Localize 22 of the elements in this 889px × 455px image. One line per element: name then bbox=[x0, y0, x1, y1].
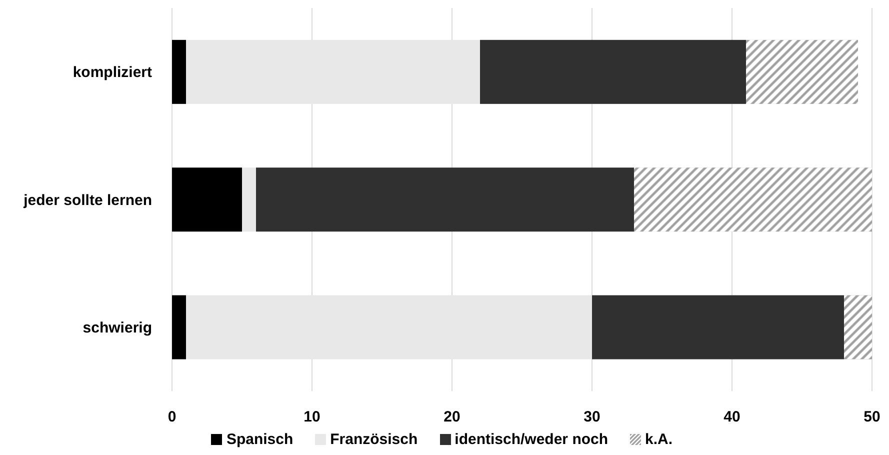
bar bbox=[172, 295, 186, 360]
legend-label: Französisch bbox=[330, 431, 418, 448]
x-tick-label: 20 bbox=[444, 408, 460, 426]
bar bbox=[256, 168, 634, 232]
y-tick-label: kompliziert bbox=[72, 64, 152, 82]
bar bbox=[186, 295, 592, 360]
y-tick-label: schwierig bbox=[82, 319, 152, 336]
bar bbox=[186, 40, 480, 104]
x-tick-label: 0 bbox=[168, 408, 176, 426]
x-tick-label: 40 bbox=[724, 408, 740, 426]
x-tick-label: 30 bbox=[584, 408, 600, 426]
x-tick-label: 10 bbox=[304, 408, 320, 426]
bar bbox=[480, 40, 746, 104]
y-tick-label: jeder sollte lernen bbox=[22, 192, 152, 209]
legend-label: identisch/weder noch bbox=[454, 431, 608, 448]
bar bbox=[592, 295, 844, 360]
x-tick-label: 50 bbox=[864, 408, 880, 426]
bar bbox=[242, 168, 256, 232]
bar bbox=[172, 168, 242, 232]
legend-label: k.A. bbox=[645, 431, 673, 448]
bar bbox=[172, 40, 186, 104]
legend-label: Spanisch bbox=[226, 431, 294, 448]
